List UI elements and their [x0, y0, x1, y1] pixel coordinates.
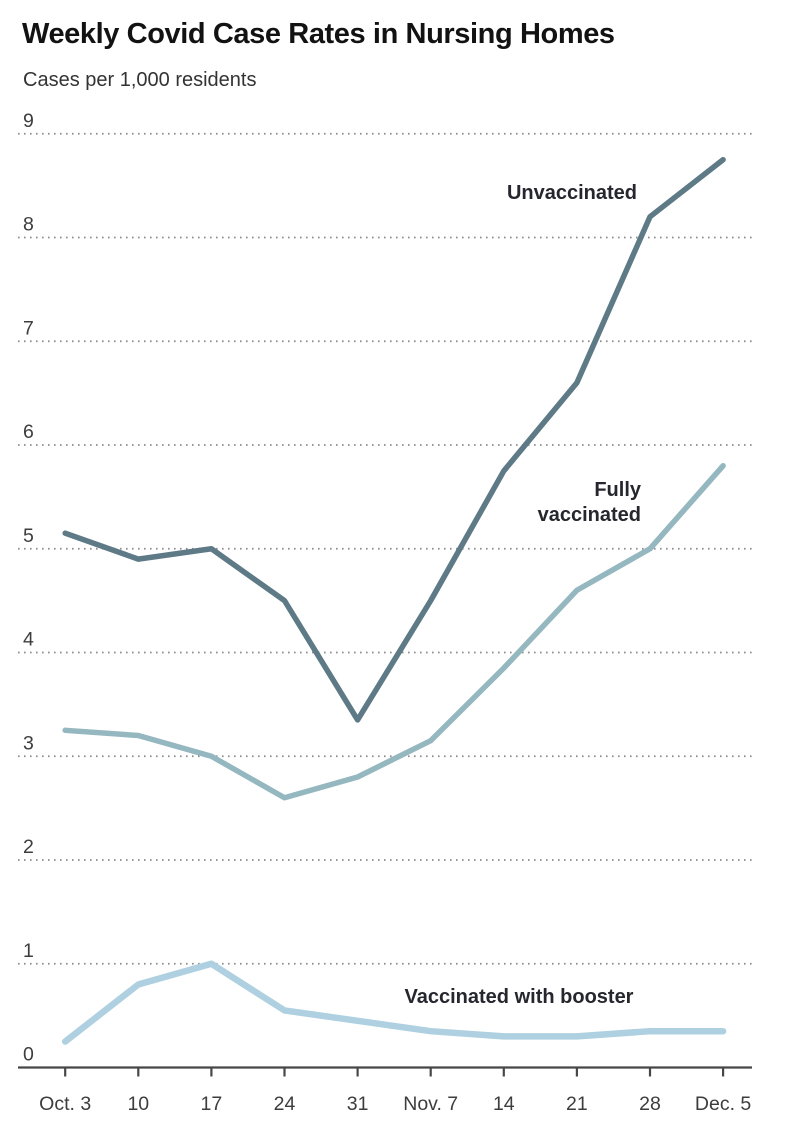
x-tick-label-24: 24 — [274, 1093, 296, 1115]
x-tick-label-28: 28 — [639, 1093, 661, 1115]
y-tick-label-5: 5 — [23, 525, 34, 547]
series-line-vaccinated-with-booster — [61, 960, 727, 1045]
y-tick-label-4: 4 — [23, 629, 34, 651]
chart-subtitle: Cases per 1,000 residents — [23, 69, 257, 91]
x-tick-label-oct-3: Oct. 3 — [39, 1093, 91, 1115]
x-tick-label-31: 31 — [347, 1093, 369, 1115]
x-tick-label-dec-5: Dec. 5 — [695, 1093, 752, 1115]
chart-title: Weekly Covid Case Rates in Nursing Homes — [22, 18, 615, 50]
series-line-unvaccinated — [62, 156, 726, 723]
x-tick-label-10: 10 — [127, 1093, 149, 1115]
x-tick-label-14: 14 — [493, 1093, 515, 1115]
series-label-vaccinated-with-booster: Vaccinated with booster — [404, 986, 634, 1008]
series-line-fully-vaccinated — [62, 463, 726, 801]
y-tick-label-7: 7 — [23, 317, 34, 339]
series-label-fully-vaccinated: Fully vaccinated — [537, 479, 641, 526]
y-tick-label-0: 0 — [23, 1044, 34, 1066]
y-tick-label-6: 6 — [23, 421, 34, 443]
x-tick-label-21: 21 — [566, 1093, 588, 1115]
series-label-unvaccinated: Unvaccinated — [506, 182, 638, 204]
y-tick-label-8: 8 — [23, 214, 34, 236]
y-tick-label-3: 3 — [23, 732, 34, 754]
y-tick-label-1: 1 — [23, 940, 34, 962]
y-tick-label-2: 2 — [23, 836, 34, 858]
x-tick-label-nov-7: Nov. 7 — [403, 1093, 458, 1115]
x-tick-label-17: 17 — [201, 1093, 223, 1115]
y-tick-label-9: 9 — [23, 110, 34, 132]
